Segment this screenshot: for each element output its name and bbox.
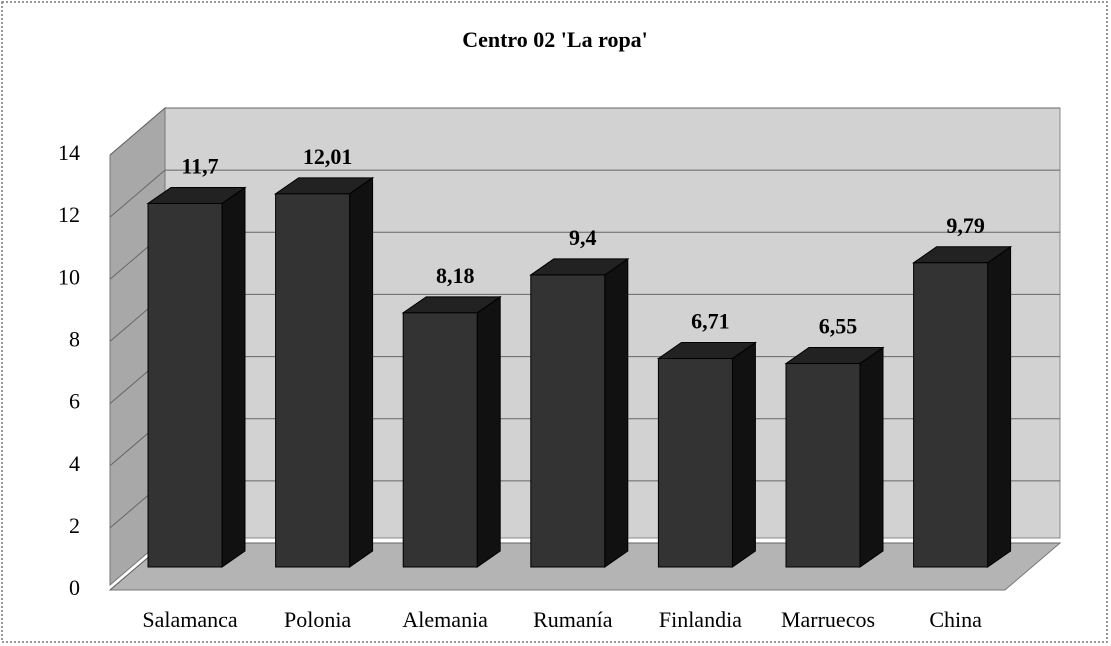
bar-side	[987, 245, 1012, 568]
value-label: 9,4	[569, 225, 597, 250]
x-tick-label: Alemania	[402, 607, 488, 632]
x-tick-label: China	[929, 607, 982, 632]
bar-side	[859, 346, 884, 568]
x-tick-label: Marruecos	[781, 607, 875, 632]
bar	[402, 312, 478, 568]
value-label: 9,79	[946, 213, 985, 238]
grid-line	[109, 169, 166, 218]
bar-side	[604, 257, 629, 568]
value-label: 11,7	[181, 154, 218, 179]
bar	[657, 358, 733, 568]
x-tick-label: Rumanía	[533, 607, 613, 632]
bar	[275, 193, 351, 568]
bar	[785, 362, 861, 568]
bar	[913, 262, 989, 568]
y-tick-label: 2	[69, 513, 80, 538]
grid-line	[109, 107, 166, 156]
x-tick-label: Finlandia	[659, 607, 742, 632]
value-label: 12,01	[303, 144, 353, 169]
y-tick-label: 14	[58, 140, 80, 165]
x-tick-label: Polonia	[284, 607, 351, 632]
y-tick-label: 6	[69, 389, 80, 414]
bar	[530, 274, 606, 568]
y-tick-label: 0	[69, 575, 80, 600]
value-label: 6,71	[691, 309, 730, 334]
y-tick-label: 4	[69, 451, 80, 476]
y-tick-label: 8	[69, 326, 80, 351]
chart-title: Centro 02 'La ropa'	[462, 27, 648, 52]
y-tick-label: 10	[58, 264, 80, 289]
bar-side	[221, 186, 246, 568]
bar	[147, 202, 223, 568]
y-tick-label: 12	[58, 202, 80, 227]
bar-side	[731, 341, 756, 568]
value-label: 8,18	[436, 263, 475, 288]
x-tick-label: Salamanca	[142, 607, 238, 632]
bar-side	[476, 295, 501, 568]
value-label: 6,55	[819, 314, 858, 339]
bar-side	[349, 176, 374, 568]
